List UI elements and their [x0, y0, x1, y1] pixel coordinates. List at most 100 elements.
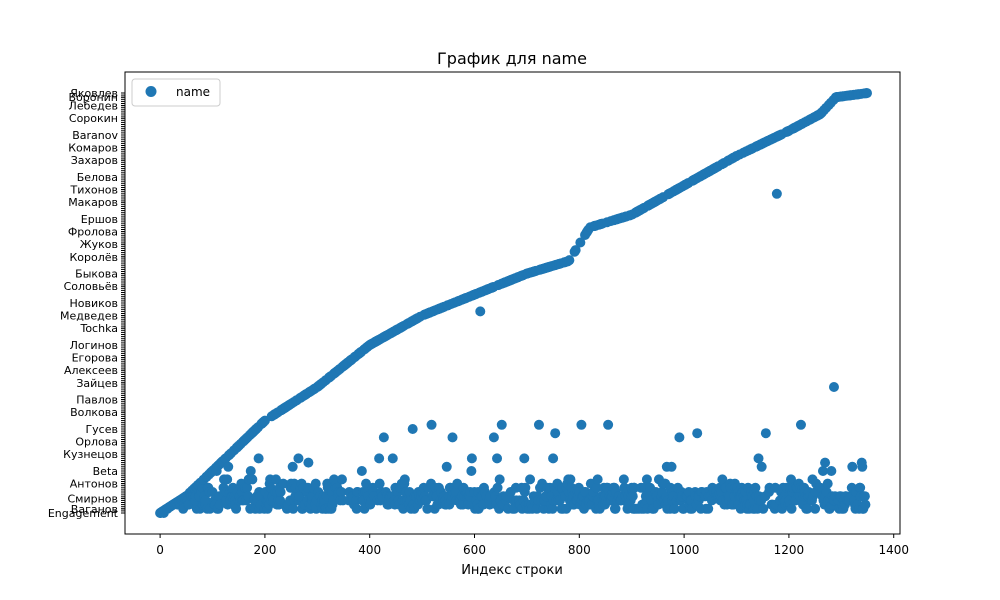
data-point — [270, 474, 281, 485]
data-point — [610, 503, 621, 514]
data-point — [496, 419, 507, 430]
data-point — [466, 453, 477, 464]
data-point — [387, 453, 398, 464]
y-tick-label: Медведев — [60, 310, 118, 323]
data-point — [565, 474, 576, 485]
data-point — [603, 419, 614, 430]
data-point — [618, 474, 629, 485]
y-tick-label: Егорова — [72, 352, 118, 365]
axes-frame — [124, 71, 901, 535]
y-tick-label: Зайцев — [76, 377, 118, 390]
data-point — [374, 453, 385, 464]
x-tick-label: 200 — [253, 543, 276, 557]
data-point — [859, 491, 870, 502]
data-point — [287, 461, 298, 472]
y-tick-label: Ершов — [81, 213, 118, 226]
y-tick-label: Лебедев — [69, 100, 118, 113]
data-point — [351, 503, 362, 514]
data-point — [810, 503, 821, 514]
data-point — [407, 424, 418, 434]
data-point — [242, 482, 253, 493]
data-point — [426, 419, 437, 430]
data-point — [374, 478, 385, 489]
data-point — [576, 419, 587, 430]
y-tick-label: Алексеев — [64, 364, 118, 377]
data-point — [591, 482, 602, 493]
data-point — [356, 466, 367, 476]
y-tick-label: Beta — [93, 465, 118, 478]
data-point — [592, 474, 603, 485]
data-point — [494, 474, 505, 485]
y-tick-label: Королёв — [69, 251, 118, 264]
chart-title: График для name — [437, 49, 587, 68]
data-point — [336, 487, 347, 497]
y-tick-label: Кузнецов — [63, 448, 118, 461]
data-point — [756, 461, 767, 472]
legend-box — [131, 78, 221, 107]
data-point — [692, 428, 703, 439]
y-tick-label: Яковлев — [70, 87, 118, 100]
data-point — [641, 474, 652, 485]
y-tick-label: Новиков — [70, 297, 119, 310]
data-point — [760, 428, 771, 439]
y-tick-label: Tochka — [79, 322, 118, 335]
data-point — [253, 453, 264, 464]
data-point — [703, 503, 714, 514]
y-tick-label: Гусев — [85, 423, 118, 436]
data-point — [857, 461, 868, 472]
x-tick-label: 0 — [156, 543, 164, 557]
data-point — [547, 503, 558, 514]
y-tick-label: Павлов — [76, 394, 118, 407]
data-point — [288, 503, 299, 514]
data-point — [570, 245, 581, 256]
data-point — [294, 491, 305, 502]
series-points — [155, 88, 872, 518]
x-tick-label: 600 — [463, 543, 486, 557]
x-tick-label: 400 — [358, 543, 381, 557]
data-point — [466, 466, 477, 476]
data-point — [447, 432, 458, 443]
data-point — [666, 461, 677, 472]
x-tick-label: 800 — [568, 543, 591, 557]
y-tick-label: Логинов — [70, 339, 118, 352]
data-point — [303, 457, 314, 468]
data-point — [750, 482, 761, 493]
data-point — [399, 474, 410, 485]
y-tick-label: Антонов — [70, 478, 118, 491]
data-point — [275, 487, 286, 497]
data-point — [247, 474, 258, 485]
y-tick-label: Макаров — [68, 196, 118, 209]
data-point — [550, 428, 561, 439]
y-tick-label: Жуков — [80, 238, 118, 251]
data-point — [758, 503, 769, 514]
y-tick-label: Волкова — [70, 406, 118, 419]
data-point — [753, 453, 764, 464]
data-point — [336, 474, 347, 485]
data-point — [669, 503, 680, 514]
x-axis-label: Индекс строки — [461, 563, 563, 578]
data-point — [860, 499, 871, 510]
y-tick-label: Захаров — [71, 154, 118, 167]
legend-label: name — [176, 85, 210, 99]
legend-marker — [145, 86, 157, 97]
data-point — [717, 474, 728, 485]
data-point — [231, 503, 242, 514]
data-point — [278, 478, 289, 489]
data-point — [548, 453, 559, 464]
data-point — [245, 466, 256, 476]
y-tick-label: Смирнов — [67, 492, 118, 505]
y-tick-label: Тихонов — [69, 184, 118, 197]
x-axis-ticks: 0 200 400 600 800 1000 1200 1400 — [156, 534, 909, 557]
x-tick-label: 1400 — [878, 543, 909, 557]
data-point — [771, 188, 782, 199]
y-tick-label: Быкова — [75, 268, 118, 281]
data-point — [222, 474, 233, 485]
y-tick-label: Воронин — [68, 91, 118, 104]
x-tick-label: 1200 — [774, 543, 805, 557]
data-point — [223, 461, 234, 472]
data-point — [293, 453, 304, 464]
data-point — [422, 503, 433, 514]
data-point — [310, 478, 321, 489]
